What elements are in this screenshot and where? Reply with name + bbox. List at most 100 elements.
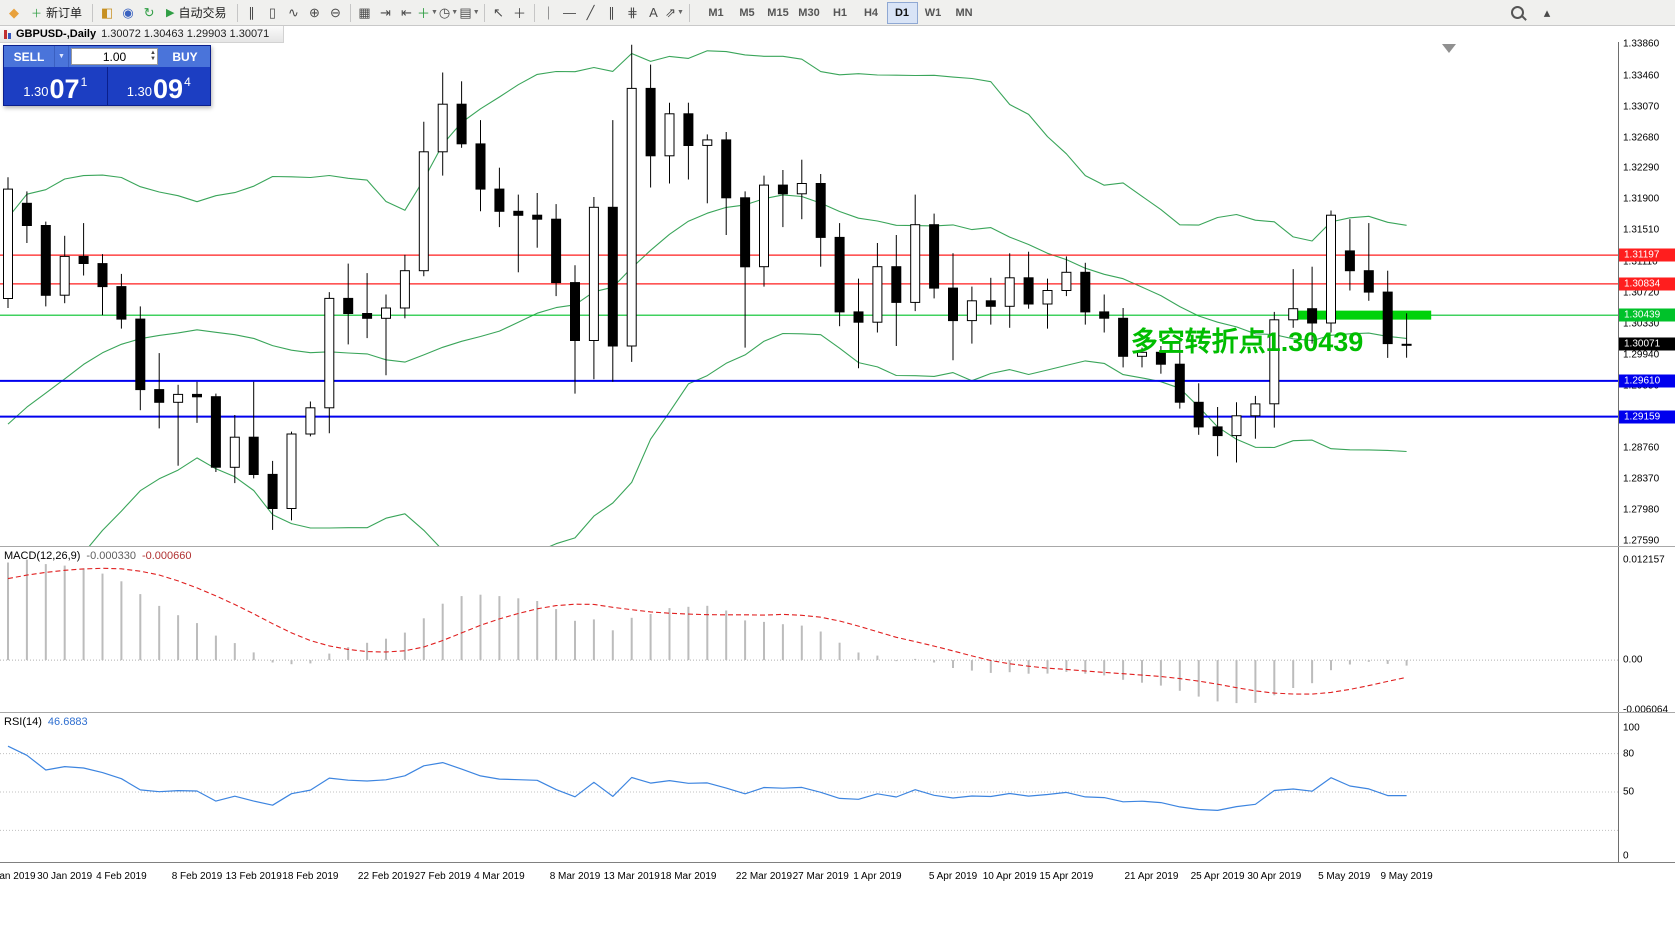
line-chart-icon[interactable]: ∿	[288, 4, 299, 20]
indicators-icon[interactable]: ＋ ▼	[417, 6, 438, 21]
chart-icon	[4, 29, 11, 39]
x-axis-label: 13 Feb 2019	[225, 871, 282, 882]
price-marker: 1.30834	[1619, 277, 1675, 291]
new-order-button[interactable]: ＋新订单	[31, 6, 83, 20]
channel-icon[interactable]: ∥	[608, 4, 615, 20]
horizontal-line-icon[interactable]: —	[563, 5, 576, 20]
fibonacci-icon[interactable]: ⋕	[627, 4, 638, 20]
arrow-object-icon[interactable]: ⇗ ▼	[665, 4, 684, 20]
templates-icon[interactable]: ▤ ▼	[459, 4, 480, 20]
market-watch-icon[interactable]: ◧	[100, 4, 114, 20]
crosshair-icon[interactable]: ＋	[512, 6, 526, 21]
axis-label: 100	[1623, 722, 1640, 734]
chart-tab[interactable]: GBPUSD-,Daily 1.30072 1.30463 1.29903 1.…	[0, 26, 285, 43]
timeframe-mn[interactable]: MN	[955, 6, 973, 19]
price-marker: 1.30439	[1619, 308, 1675, 322]
zoom-out-icon[interactable]: ⊖	[330, 4, 341, 20]
timeframe-m30[interactable]: M30	[798, 6, 820, 19]
axis-label: 1.27590	[1623, 535, 1660, 547]
pane-divider[interactable]	[0, 546, 1675, 547]
axis-label: 1.30330	[1623, 318, 1660, 330]
axis-label: 1.27980	[1623, 504, 1660, 516]
toolbar-separator	[236, 3, 238, 22]
auto-scroll-icon[interactable]: ⇥	[380, 4, 391, 20]
x-axis-label: 27 Mar 2019	[792, 871, 849, 882]
cursor-icon[interactable]: ↖	[493, 4, 504, 20]
trendline-icon[interactable]: ╱	[586, 4, 595, 20]
rsi-value: 46.6883	[47, 716, 88, 728]
timeframe-m1[interactable]: M1	[708, 6, 724, 19]
price-scale[interactable]: 1.33860 1.33460 1.33070 1.32680 1.32290 1.319…	[1618, 38, 1675, 862]
x-axis-label: 22 Mar 2019	[735, 871, 793, 882]
toolbar-separator	[483, 3, 485, 22]
trade-options-caret-icon[interactable]: ▼	[54, 46, 69, 67]
sell-price-main: 1.30	[23, 84, 49, 99]
axis-label: 1.33860	[1623, 38, 1660, 50]
timeframe-m15[interactable]: M15	[767, 6, 789, 19]
bar-chart-icon[interactable]: ∥	[248, 4, 255, 20]
chart-ohlc-values: 1.30072 1.30463 1.29903 1.30071	[101, 28, 270, 40]
toolbar-separator	[92, 3, 94, 22]
price-chart[interactable]: 多空转折点1.30439	[0, 42, 1618, 546]
buy-price[interactable]: 1.30 09 4	[106, 67, 211, 105]
horizontal-lines[interactable]	[0, 254, 1618, 418]
search-icon[interactable]	[1507, 3, 1527, 23]
x-axis-label: 18 Feb 2019	[282, 871, 339, 882]
macd-chart[interactable]	[0, 547, 1618, 712]
sell-button[interactable]: SELL	[13, 49, 45, 64]
rsi-chart[interactable]	[0, 713, 1618, 862]
sell-price-big: 07	[49, 74, 80, 104]
timeframe-h4[interactable]: H4	[863, 6, 879, 19]
navigator-icon[interactable]: ◉	[122, 4, 134, 20]
tile-windows-icon[interactable]: ▦	[358, 4, 371, 20]
axis-label: 1.31510	[1623, 224, 1660, 236]
axis-label: 0.00	[1623, 654, 1643, 666]
buy-price-main: 1.30	[126, 84, 153, 99]
timeframe-d1[interactable]: D1	[886, 1, 918, 24]
x-axis-label: 4 Mar 2019	[474, 871, 525, 882]
x-axis-label: 15 Apr 2019	[1039, 871, 1094, 882]
price-marker: 1.29610	[1619, 374, 1675, 388]
axis-label: 50	[1623, 786, 1635, 798]
toolbar-separator	[688, 3, 690, 22]
autotrading-button[interactable]: ▶ 自动交易	[166, 6, 227, 20]
buy-price-big: 09	[153, 74, 184, 104]
rsi-header: RSI(14) 46.6883	[4, 716, 88, 728]
text-label-icon[interactable]: A	[649, 5, 658, 20]
chart-shift-icon[interactable]: ⇤	[401, 4, 412, 20]
price-marker: 1.30071	[1619, 337, 1675, 351]
volume-spinner[interactable]: ▲ ▼	[150, 50, 156, 62]
x-axis-label: 10 Apr 2019	[982, 871, 1037, 882]
one-click-trading-panel: SELL ▼ 1.00 ▲ ▼ BUY 1.30 07 1 1.30 09 4	[3, 45, 211, 106]
x-axis-label: 30 Apr 2019	[1247, 871, 1302, 882]
macd-name: MACD(12,26,9)	[4, 550, 81, 562]
vertical-line-icon[interactable]: ｜	[541, 6, 555, 21]
macd-header: MACD(12,26,9) -0.000330 -0.000660	[4, 550, 192, 562]
volume-input[interactable]: 1.00 ▲ ▼	[71, 48, 158, 65]
scroll-up-icon[interactable]: ▴	[1543, 4, 1551, 20]
axis-label: -0.006064	[1623, 704, 1669, 716]
axis-label: 1.33460	[1623, 70, 1660, 82]
macd-main-value: -0.000330	[86, 550, 136, 562]
x-axis-label: 5 May 2019	[1318, 871, 1371, 882]
timeframe-m5[interactable]: M5	[739, 6, 755, 19]
macd-histogram	[7, 559, 1408, 704]
rsi-name: RSI(14)	[4, 716, 42, 728]
timeframe-h1[interactable]: H1	[832, 6, 848, 19]
pane-divider[interactable]	[0, 712, 1675, 713]
candlestick-chart-icon[interactable]: ▯	[268, 4, 277, 20]
macd-signal-value: -0.000660	[141, 550, 192, 562]
zoom-in-icon[interactable]: ⊕	[309, 4, 320, 20]
buy-button[interactable]: BUY	[172, 49, 198, 64]
toolbar-separator	[349, 3, 351, 22]
x-axis-label: 21 Apr 2019	[1124, 871, 1179, 882]
refresh-icon[interactable]: ↻	[143, 4, 155, 20]
timeframe-bar: M1 M5 M15 M30 H1 H4 D1 W1 MN	[701, 1, 980, 24]
sell-price[interactable]: 1.30 07 1	[4, 67, 107, 105]
timeframe-w1[interactable]: W1	[924, 6, 942, 19]
periods-icon[interactable]: ◷ ▼	[438, 4, 459, 20]
axis-label: 1.32290	[1623, 162, 1660, 174]
axis-label: 1.33070	[1623, 101, 1660, 113]
